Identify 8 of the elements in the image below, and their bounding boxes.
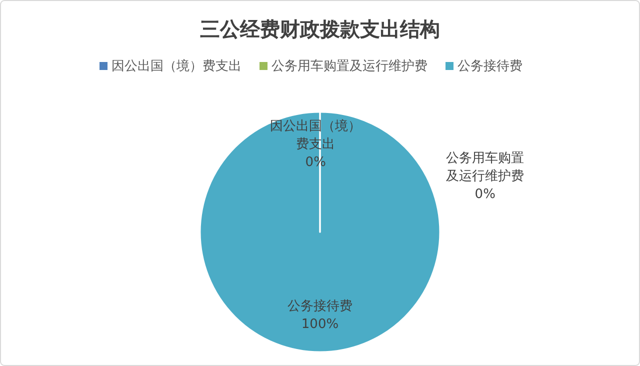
slice-label: 公务接待费 [286,298,354,316]
text: 0% [474,187,496,202]
legend-label: 因公出国（境）费支出 [112,58,242,74]
legend-label: 公务接待费 [458,59,522,74]
chart-title: 三公经费财政拨款支出结构 [200,17,440,41]
data-label: 100% [300,316,340,334]
legend-label: 公务用车购置及运行维护费 [272,59,428,74]
category-label: 公务用车购置及运行维护费 [446,151,524,184]
